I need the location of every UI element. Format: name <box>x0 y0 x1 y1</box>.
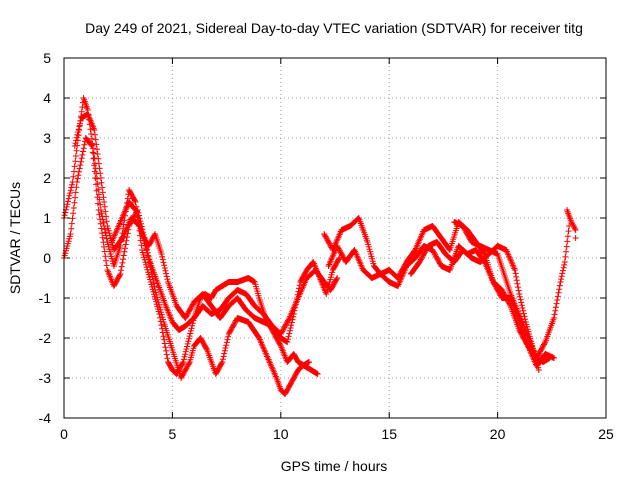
y-tick-label: 0 <box>43 250 51 266</box>
x-tick-label: 10 <box>273 426 289 442</box>
y-tick-label: 5 <box>43 50 51 66</box>
chart-title: Day 249 of 2021, Sidereal Day-to-day VTE… <box>85 20 583 36</box>
data-point-markers <box>451 219 553 365</box>
y-tick-label: 1 <box>43 210 51 226</box>
series-trace-8 <box>451 219 553 365</box>
x-tick-label: 25 <box>598 426 614 442</box>
series-trace-2 <box>61 135 312 397</box>
series-trace-4 <box>108 199 341 337</box>
grid-lines <box>64 58 606 418</box>
series-trace-7 <box>407 239 542 373</box>
y-tick-label: -4 <box>39 410 52 426</box>
data-point-markers <box>321 215 573 361</box>
data-point-markers <box>108 199 341 337</box>
y-tick-label: 3 <box>43 130 51 146</box>
data-points <box>61 95 579 397</box>
plot-frame <box>63 57 607 419</box>
y-tick-label: 2 <box>43 170 51 186</box>
y-tick-label: -3 <box>39 370 52 386</box>
y-axis-label: SDTVAR / TECUs <box>7 182 23 294</box>
y-tick-label: -2 <box>39 330 52 346</box>
x-tick-label: 20 <box>490 426 506 442</box>
data-point-markers <box>71 111 343 345</box>
x-tick-label: 15 <box>381 426 397 442</box>
x-axis-label: GPS time / hours <box>281 458 388 474</box>
series-trace-3 <box>71 111 343 345</box>
y-tick-label: -1 <box>39 290 52 306</box>
series-trace-5 <box>321 215 573 361</box>
series-trace-9 <box>564 207 579 241</box>
data-point-markers <box>407 239 542 373</box>
y-tick-label: 4 <box>43 90 51 106</box>
x-tick-label: 5 <box>169 426 177 442</box>
axis-ticks: 0 5 10 15 20 25 -4 -3 -2 -1 0 1 2 3 4 5 <box>39 50 614 442</box>
data-point-markers <box>564 207 579 241</box>
data-point-markers <box>61 135 312 397</box>
x-tick-label: 0 <box>60 426 68 442</box>
